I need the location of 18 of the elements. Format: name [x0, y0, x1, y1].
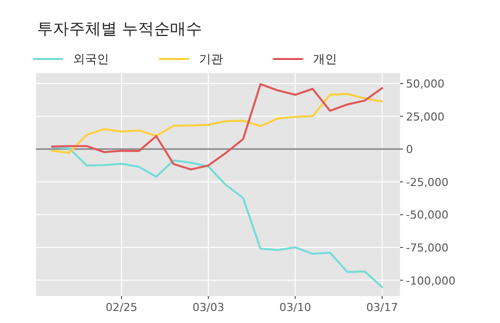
- y-tick-label: -100,000: [406, 274, 456, 288]
- line-series: [50, 146, 384, 288]
- line-series: [50, 83, 384, 170]
- x-tick-label: 02/25: [106, 301, 138, 314]
- legend-label: 외국인: [73, 52, 109, 66]
- legend-label: 개인: [313, 52, 337, 66]
- y-tick-label: 25,000: [406, 110, 444, 124]
- x-tick-label: 03/03: [192, 301, 224, 314]
- x-tick-label: 03/10: [279, 301, 312, 314]
- y-tick-label: -25,000: [406, 176, 448, 189]
- y-tick-label: -75,000: [406, 241, 448, 254]
- chart-title: 투자주체별 누적순매수: [37, 19, 202, 38]
- x-tick-label: 03/17: [366, 301, 398, 314]
- legend-label: 기관: [199, 52, 223, 66]
- y-tick-label: -50,000: [406, 208, 448, 222]
- y-tick-label: 0: [406, 143, 413, 156]
- y-tick-label: 50,000: [406, 77, 444, 90]
- line-series: [50, 92, 384, 154]
